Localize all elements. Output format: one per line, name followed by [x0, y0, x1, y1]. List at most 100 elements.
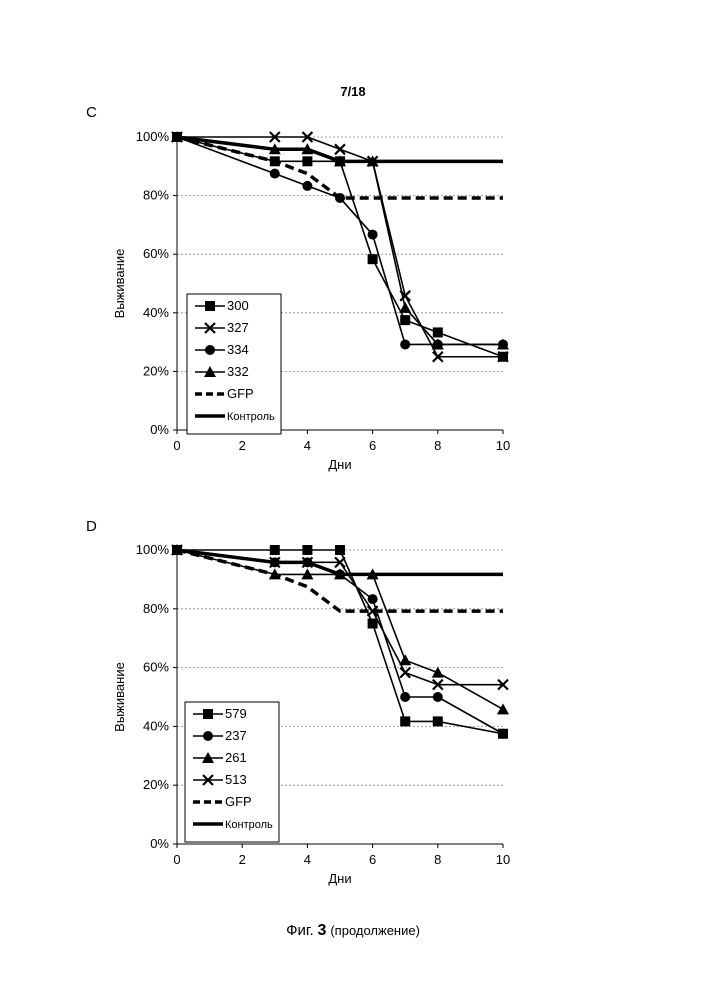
data-point [269, 168, 280, 179]
series-line [177, 136, 503, 358]
y-tick-label: 0% [150, 422, 169, 437]
x-axis-label: Дни [328, 871, 351, 886]
survival-chart-c: 0% 20% 40% 60% 80% 100% 0 2 4 6 8 10 Дни Выживание 300… [112, 129, 510, 472]
legend-swatch-marker [204, 366, 216, 377]
series-Контроль [176, 548, 503, 577]
legend-label: 334 [227, 342, 249, 357]
data-point [432, 327, 443, 338]
legend: 579 237 261 513 GFP Контроль [184, 701, 280, 843]
y-axis-label: Выживание [112, 249, 127, 319]
y-tick-label: 40% [143, 718, 169, 733]
x-tick-label: 8 [434, 852, 441, 867]
legend-swatch-marker [205, 301, 215, 311]
series-GFP [176, 548, 503, 613]
data-point [302, 156, 313, 167]
legend-label: 261 [225, 750, 247, 765]
data-point [269, 545, 280, 555]
figure-caption: Фиг. 3 (продолжение) [0, 922, 706, 940]
data-point [399, 666, 411, 679]
x-tick-label: 4 [304, 438, 311, 453]
series-line [176, 548, 503, 613]
x-tick-label: 10 [496, 852, 510, 867]
x-tick-label: 8 [434, 438, 441, 453]
legend-label: 327 [227, 320, 249, 335]
legend-swatch-marker [203, 709, 213, 719]
y-tick-label: 80% [143, 601, 169, 616]
data-point [334, 556, 346, 569]
data-point [367, 229, 378, 240]
page-number-header: 7/18 [340, 84, 366, 99]
legend-label: 237 [225, 728, 247, 743]
y-tick-label: 60% [143, 660, 169, 675]
series-261 [171, 544, 509, 715]
legend-swatch-marker [204, 322, 216, 334]
legend: 300 327 334 332 GFP Контроль [186, 293, 282, 435]
panel-label-c: C [86, 104, 97, 121]
series-Контроль [176, 135, 503, 164]
series-line [176, 135, 503, 200]
series-line [176, 135, 503, 164]
data-point [367, 254, 378, 265]
x-tick-label: 0 [173, 852, 180, 867]
y-tick-label: 60% [143, 246, 169, 261]
x-tick-label: 2 [239, 852, 246, 867]
caption-note: (продолжение) [330, 923, 420, 938]
legend-swatch-marker [202, 774, 214, 786]
x-tick-label: 10 [496, 438, 510, 453]
x-tick-label: 6 [369, 438, 376, 453]
series-GFP [176, 135, 503, 200]
legend-label: 300 [227, 298, 249, 313]
y-tick-label: 0% [150, 836, 169, 851]
legend-label: 332 [227, 364, 249, 379]
legend-box [186, 293, 282, 435]
legend-label: 579 [225, 706, 247, 721]
series-line [176, 548, 503, 577]
data-point [497, 338, 509, 350]
y-tick-label: 40% [143, 305, 169, 320]
legend-swatch-marker [203, 731, 213, 741]
data-point [432, 692, 443, 702]
data-point [400, 692, 411, 702]
x-tick-label: 2 [239, 438, 246, 453]
data-point [301, 568, 314, 580]
data-point [302, 545, 313, 555]
data-point [497, 703, 509, 715]
data-point [400, 339, 411, 350]
y-tick-label: 80% [143, 188, 169, 203]
data-point [497, 350, 509, 363]
x-axis-label: Дни [328, 457, 351, 472]
y-tick-label: 100% [136, 542, 170, 557]
legend-swatch-marker [205, 345, 215, 355]
y-tick-label: 100% [136, 129, 170, 144]
data-point [432, 716, 443, 727]
data-point [367, 594, 378, 605]
data-point [497, 678, 509, 691]
data-point [399, 654, 412, 666]
legend-swatch-marker [202, 752, 214, 763]
caption-fig-label: Фиг. [286, 922, 314, 939]
y-tick-label: 20% [143, 363, 169, 378]
legend-label: Контроль [227, 411, 275, 423]
data-point [302, 180, 313, 191]
data-point [335, 545, 345, 555]
y-tick-label: 20% [143, 777, 169, 792]
x-tick-label: 4 [304, 852, 311, 867]
data-point [400, 315, 411, 326]
data-point [498, 728, 508, 739]
data-point [399, 301, 412, 313]
data-point [431, 338, 444, 350]
data-point [432, 678, 444, 691]
caption-fig-number: 3 [317, 922, 327, 939]
panel-label-d: D [86, 518, 97, 535]
legend-label: 513 [225, 772, 247, 787]
series-line [176, 136, 504, 358]
series-327 [171, 131, 509, 363]
data-point [301, 131, 314, 143]
y-axis-label: Выживание [112, 662, 127, 732]
series-line [176, 136, 503, 346]
data-point [366, 605, 379, 617]
data-point [367, 618, 378, 629]
data-point [432, 350, 444, 363]
data-point [269, 131, 281, 143]
data-point [431, 666, 444, 678]
